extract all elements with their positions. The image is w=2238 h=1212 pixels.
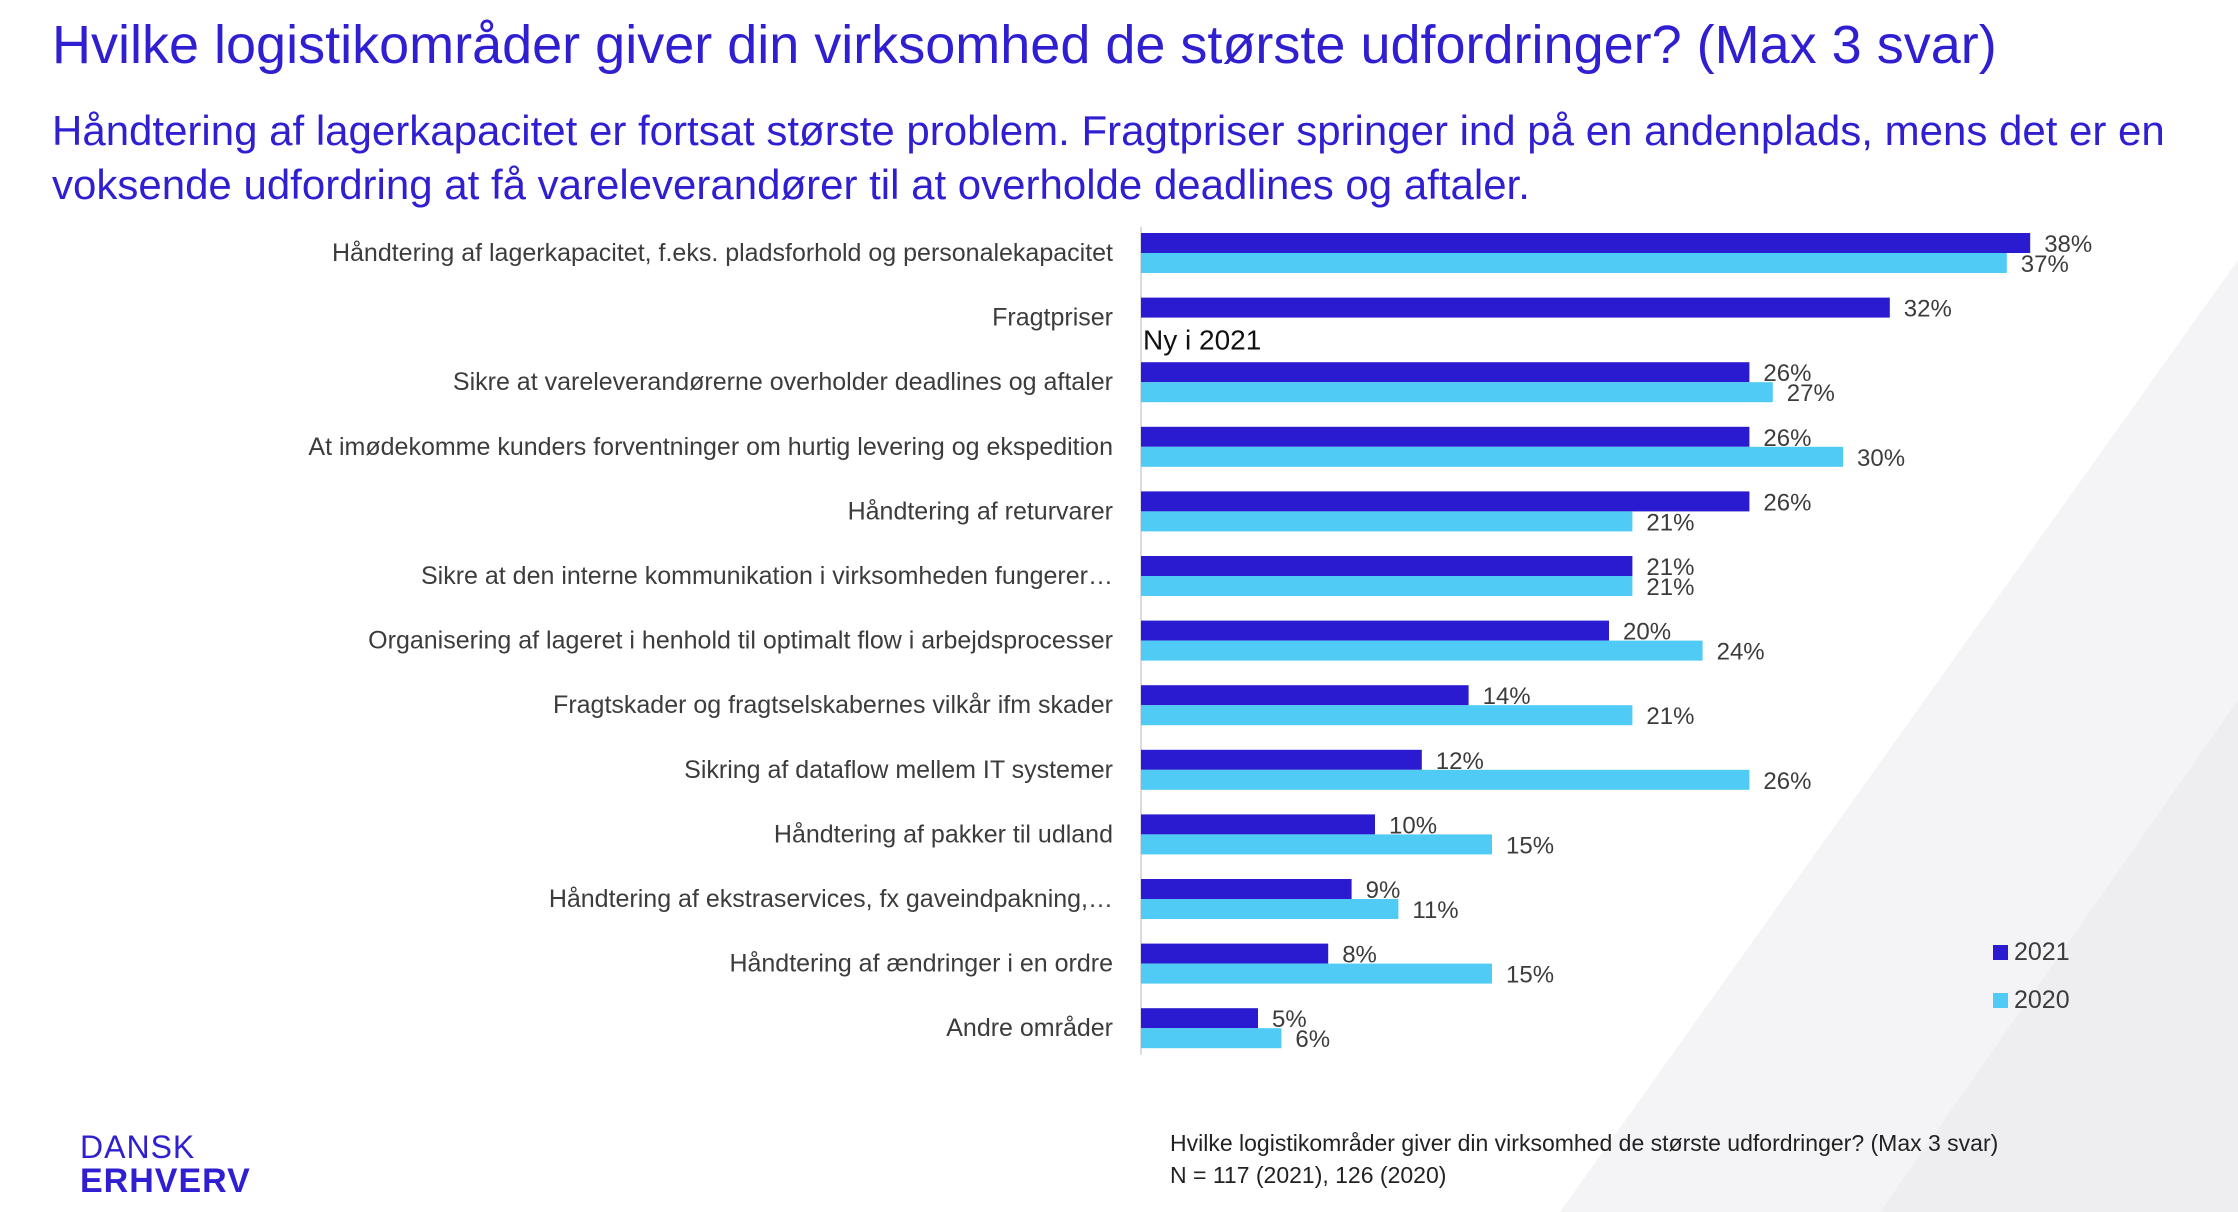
category-label: At imødekomme kunders forventninger om h… bbox=[308, 433, 1113, 461]
bar-2020 bbox=[1141, 253, 2007, 273]
bar-2021 bbox=[1141, 362, 1750, 383]
bar-2021 bbox=[1141, 814, 1375, 835]
logo-line2: ERHVERV bbox=[80, 1162, 251, 1200]
category-label: Organisering af lageret i henhold til op… bbox=[368, 627, 1113, 655]
bar-2020 bbox=[1141, 382, 1773, 403]
bar-2021 bbox=[1141, 620, 1609, 641]
category-label: Fragtpriser bbox=[992, 304, 1113, 332]
page-subtitle: Håndtering af lagerkapacitet er fortsat … bbox=[52, 107, 2165, 208]
bar-2021 bbox=[1141, 943, 1329, 964]
data-label-2021: 26% bbox=[1763, 489, 1811, 516]
data-label-2020: 37% bbox=[2021, 251, 2069, 278]
data-label-2020: 27% bbox=[1787, 380, 1835, 407]
bar-2020 bbox=[1141, 834, 1492, 855]
category-label: Håndtering af ændringer i en ordre bbox=[729, 950, 1113, 978]
data-label-2021: 38% bbox=[2044, 231, 2092, 258]
annotation-text: Ny i 2021 bbox=[1143, 325, 1261, 356]
data-label-2020: 24% bbox=[1717, 639, 1765, 666]
category-label: Håndtering af returvarer bbox=[848, 497, 1113, 525]
data-label-2020: 21% bbox=[1646, 703, 1694, 730]
bar-2021 bbox=[1141, 233, 2031, 253]
page-title: Hvilke logistikområder giver din virksom… bbox=[52, 15, 1997, 75]
source-note: Hvilke logistikområder giver din virksom… bbox=[1170, 1127, 1998, 1191]
data-label-2020: 6% bbox=[1295, 1026, 1330, 1053]
bar-2021 bbox=[1141, 556, 1633, 576]
bar-2021 bbox=[1141, 685, 1469, 706]
bar-2021 bbox=[1141, 297, 1890, 318]
source-sample-size: N = 117 (2021), 126 (2020) bbox=[1170, 1162, 1447, 1188]
bar-2020 bbox=[1141, 640, 1703, 661]
legend-label-2021: 2021 bbox=[2014, 938, 2070, 966]
bar-2020 bbox=[1141, 1028, 1282, 1049]
bar-2020 bbox=[1141, 899, 1399, 919]
bar-2021 bbox=[1141, 749, 1422, 770]
legend-swatch-2021 bbox=[1993, 945, 2008, 960]
category-label: Sikre at den interne kommunikation i vir… bbox=[421, 562, 1113, 590]
category-label: Håndtering af ekstraservices, fx gaveind… bbox=[549, 885, 1113, 913]
data-label-2020: 15% bbox=[1506, 962, 1554, 989]
bar-2021 bbox=[1141, 879, 1352, 899]
data-label-2020: 11% bbox=[1412, 897, 1458, 924]
bar-2021 bbox=[1141, 491, 1750, 512]
category-label: Fragtskader og fragtselskabernes vilkår … bbox=[553, 691, 1113, 719]
data-label-2020: 30% bbox=[1857, 445, 1905, 472]
category-label: Håndtering af pakker til udland bbox=[774, 820, 1113, 848]
bar-2020 bbox=[1141, 963, 1492, 984]
bar-2021 bbox=[1141, 1008, 1258, 1029]
bar-2020 bbox=[1141, 576, 1633, 596]
data-label-2020: 21% bbox=[1646, 509, 1694, 536]
bar-2020 bbox=[1141, 705, 1633, 726]
data-label-2021: 32% bbox=[1904, 296, 1952, 323]
bar-2021 bbox=[1141, 426, 1750, 447]
bar-2020 bbox=[1141, 769, 1750, 790]
dansk-erhverv-logo: DANSK ERHVERV bbox=[80, 1130, 251, 1198]
data-label-2020: 21% bbox=[1646, 574, 1694, 601]
data-label-2021: 21% bbox=[1646, 554, 1694, 581]
legend-label-2020: 2020 bbox=[2014, 986, 2070, 1014]
category-label: Andre områder bbox=[946, 1014, 1113, 1042]
data-label-2020: 15% bbox=[1506, 832, 1554, 859]
logo-line1: DANSK bbox=[80, 1129, 196, 1165]
source-question: Hvilke logistikområder giver din virksom… bbox=[1170, 1130, 1999, 1156]
legend-swatch-2020 bbox=[1993, 993, 2008, 1008]
data-label-2020: 26% bbox=[1763, 768, 1811, 795]
category-label: Sikring af dataflow mellem IT systemer bbox=[684, 756, 1113, 784]
bar-2020 bbox=[1141, 511, 1633, 532]
bar-2020 bbox=[1141, 446, 1843, 467]
category-label: Sikre at vareleverandørerne overholder d… bbox=[453, 368, 1113, 396]
category-label: Håndtering af lagerkapacitet, f.eks. pla… bbox=[332, 239, 1113, 267]
